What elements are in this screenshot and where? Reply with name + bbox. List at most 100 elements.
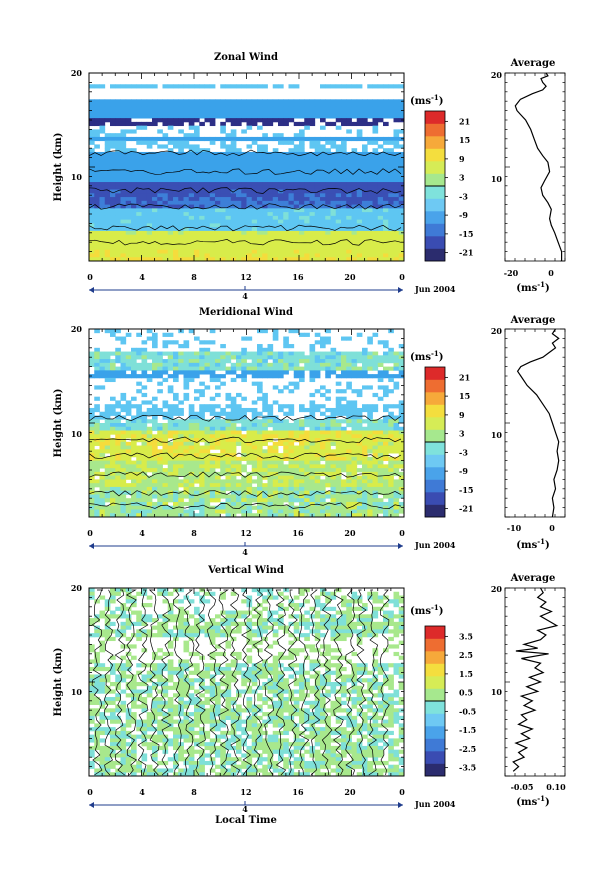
y-tick-label: 10 <box>71 687 83 697</box>
x-tick-label: 0 <box>87 528 93 538</box>
colorbar-tick-label: 3 <box>459 429 465 439</box>
date-label: Jun 2004 <box>414 540 456 550</box>
average-profile <box>504 72 566 262</box>
colorbar-tick-label: -1.5 <box>459 725 476 735</box>
profile-unit: (ms-1) <box>516 280 549 294</box>
day-label: 4 <box>242 804 248 814</box>
profile-title: Average <box>510 58 556 69</box>
colorbar-tick-label: -15 <box>459 485 473 495</box>
panel-meridional: Meridional Wind 0 4 8 12 16 20 0 10 20 H… <box>53 307 566 557</box>
average-profile-line <box>514 72 563 261</box>
colorbar-tick-label: 1.5 <box>459 669 473 679</box>
y-axis-label: Height (km) <box>53 389 64 458</box>
profile-y-tick: 10 <box>491 174 503 184</box>
x-tick-label: 0 <box>399 272 405 282</box>
x-tick-label: 16 <box>292 528 304 538</box>
x-tick-label: 12 <box>240 787 251 797</box>
x-tick-label: 4 <box>139 272 145 282</box>
heatmap-field <box>89 84 404 261</box>
profile-unit: (ms-1) <box>516 794 549 808</box>
date-label: Jun 2004 <box>414 284 456 294</box>
x-ticks: 0 4 8 12 16 20 0 <box>87 528 405 538</box>
colorbar-tick-label: -21 <box>459 248 473 258</box>
profile-x-tick: -10 <box>507 523 522 533</box>
profile-y-tick: 20 <box>491 70 503 80</box>
y-tick-label: 20 <box>71 68 83 78</box>
colorbar-tick-label: -15 <box>459 229 473 239</box>
colorbar-tick-label: -2.5 <box>459 744 476 754</box>
profile-title: Average <box>510 315 556 326</box>
colorbar-tick-label: 9 <box>459 154 465 164</box>
x-tick-label: 20 <box>344 528 356 538</box>
y-tick-label: 20 <box>71 324 83 334</box>
colorbar-tick-label: 15 <box>459 391 470 401</box>
x-tick-label: 0 <box>399 787 405 797</box>
x-tick-label: 20 <box>344 787 356 797</box>
x-tick-label: 8 <box>191 272 197 282</box>
y-tick-label: 20 <box>71 583 83 593</box>
x-tick-label: 8 <box>191 787 197 797</box>
colorbar-tick-label: -21 <box>459 504 473 514</box>
panel-vertical: Vertical Wind 0 4 8 12 16 20 0 10 20 Hei… <box>53 565 566 826</box>
panel-title: Meridional Wind <box>199 307 293 318</box>
profile-x-tick: 0 <box>549 523 555 533</box>
x-tick-label: 16 <box>292 272 304 282</box>
colorbar: 21 15 9 3 -3 -9 -15 -21 <box>424 110 473 262</box>
day-axis <box>89 286 403 293</box>
day-label: 4 <box>242 547 248 557</box>
date-label: Jun 2004 <box>414 799 456 809</box>
profile-unit: (ms-1) <box>516 537 549 551</box>
average-profile <box>504 328 566 518</box>
y-tick-label: 10 <box>71 429 83 439</box>
colorbar-unit: (ms-1) <box>410 603 443 617</box>
profile-y-tick: 10 <box>491 687 503 697</box>
profile-y-tick: 20 <box>491 584 503 594</box>
profile-x-tick: 0 <box>548 268 554 278</box>
colorbar-unit: (ms-1) <box>410 349 443 363</box>
colorbar-unit: (ms-1) <box>410 93 443 107</box>
colorbar-tick-label: -3 <box>459 447 468 457</box>
colorbar-tick-label: -3 <box>459 191 468 201</box>
profile-x-tick: 0.10 <box>546 782 566 792</box>
profile-x-tick: -0.05 <box>511 782 534 792</box>
profile-y-tick: 10 <box>491 430 503 440</box>
x-tick-label: 8 <box>191 528 197 538</box>
x-tick-label: 12 <box>240 528 251 538</box>
panel-title: Zonal Wind <box>214 52 278 63</box>
x-tick-label: 0 <box>87 787 93 797</box>
average-profile-line <box>512 587 559 772</box>
x-tick-label: 12 <box>240 272 251 282</box>
panel-zonal: Zonal Wind 0 4 8 12 16 20 0 10 20 Height… <box>53 52 566 301</box>
y-tick-label: 10 <box>71 172 83 182</box>
x-tick-label: 4 <box>139 787 145 797</box>
colorbar-tick-label: 2.5 <box>459 650 473 660</box>
profile-title: Average <box>510 573 556 584</box>
colorbar-tick-label: -9 <box>459 210 468 220</box>
x-ticks: 0 4 8 12 16 20 0 <box>87 272 405 282</box>
colorbar-tick-label: -9 <box>459 466 468 476</box>
x-axis-label: Local Time <box>215 815 277 826</box>
x-tick-label: 16 <box>292 787 304 797</box>
profile-x-tick: -20 <box>504 268 519 278</box>
x-tick-label: 0 <box>87 272 93 282</box>
y-axis-label: Height (km) <box>53 648 64 717</box>
day-label: 4 <box>242 291 248 301</box>
colorbar: 3.5 2.5 1.5 0.5 -0.5 -1.5 -2.5 -3.5 <box>424 625 476 777</box>
x-tick-label: 20 <box>344 272 356 282</box>
colorbar-tick-label: 21 <box>459 116 470 126</box>
colorbar-tick-label: -0.5 <box>459 706 476 716</box>
colorbar-tick-label: 15 <box>459 135 470 145</box>
day-axis <box>89 801 403 808</box>
x-ticks: 0 4 8 12 16 20 0 <box>87 787 405 797</box>
colorbar-tick-label: -3.5 <box>459 763 476 773</box>
day-axis <box>89 542 403 549</box>
colorbar-tick-label: 21 <box>459 372 470 382</box>
colorbar-tick-label: 0.5 <box>459 688 473 698</box>
x-tick-label: 0 <box>399 528 405 538</box>
profile-y-tick: 20 <box>491 326 503 336</box>
colorbar: 21 15 9 3 -3 -9 -15 -21 <box>424 366 473 518</box>
x-tick-label: 4 <box>139 528 145 538</box>
colorbar-tick-label: 3.5 <box>459 631 473 641</box>
y-axis-label: Height (km) <box>53 133 64 202</box>
colorbar-tick-label: 9 <box>459 410 465 420</box>
